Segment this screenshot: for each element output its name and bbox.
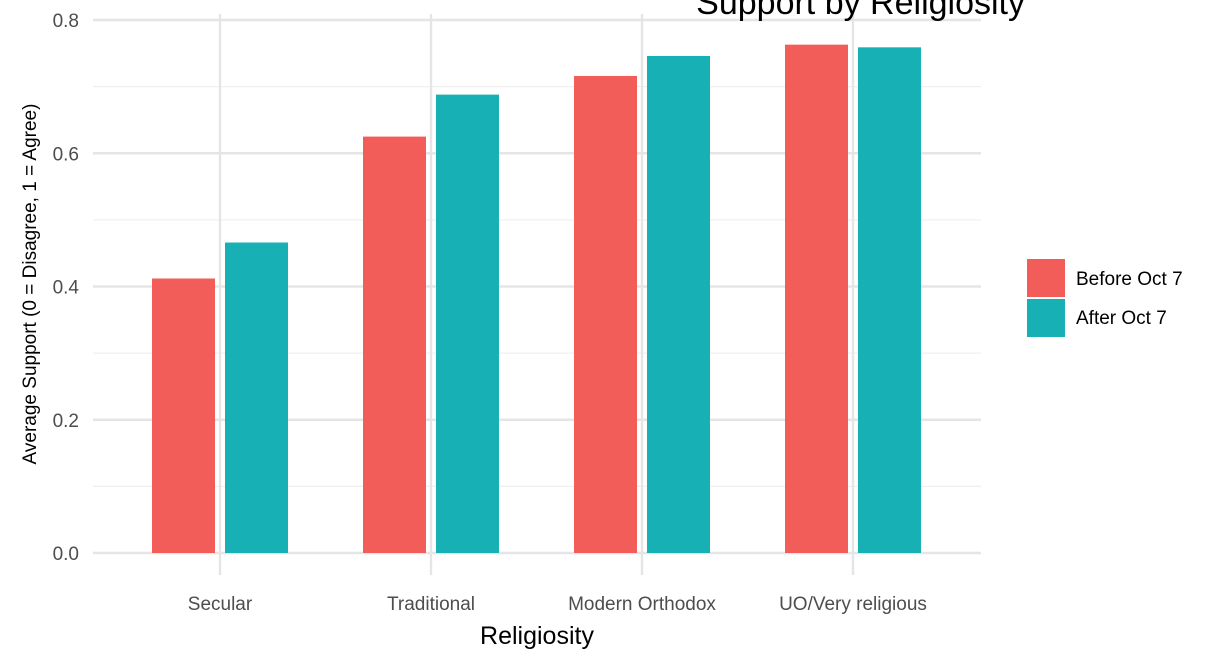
x-axis-ticks: Secular Traditional Modern Orthodox UO/Very… [188, 594, 927, 615]
bar [225, 242, 288, 553]
bar [363, 136, 426, 553]
x-tick-label: UO/Very religious [779, 594, 927, 615]
y-tick-label: 0.8 [53, 11, 79, 32]
bar [858, 47, 921, 553]
bar [574, 75, 637, 553]
legend-label-before: Before Oct 7 [1076, 269, 1183, 290]
x-tick-label: Modern Orthodox [568, 594, 716, 615]
bar [436, 94, 499, 554]
legend-label-after: After Oct 7 [1076, 308, 1167, 329]
chart-title: Support by Religiosity [696, 0, 1025, 22]
y-tick-label: 0.4 [53, 278, 80, 299]
bar [152, 278, 215, 553]
bar [647, 55, 710, 553]
bar [785, 44, 848, 554]
x-axis-title: Religiosity [480, 622, 594, 649]
y-axis-ticks: 0.0 0.2 0.4 0.6 0.8 [53, 11, 80, 565]
bars [152, 44, 921, 554]
x-tick-label: Secular [188, 594, 253, 615]
y-tick-label: 0.2 [53, 411, 79, 432]
legend-swatch-before [1027, 259, 1065, 297]
legend-swatch-after [1027, 299, 1065, 337]
x-tick-label: Traditional [387, 594, 475, 615]
y-tick-label: 0.0 [53, 544, 79, 565]
y-tick-label: 0.6 [53, 144, 79, 165]
y-axis-title: Average Support (0 = Disagree, 1 = Agree… [20, 104, 41, 465]
legend: Before Oct 7 After Oct 7 [1027, 259, 1183, 337]
